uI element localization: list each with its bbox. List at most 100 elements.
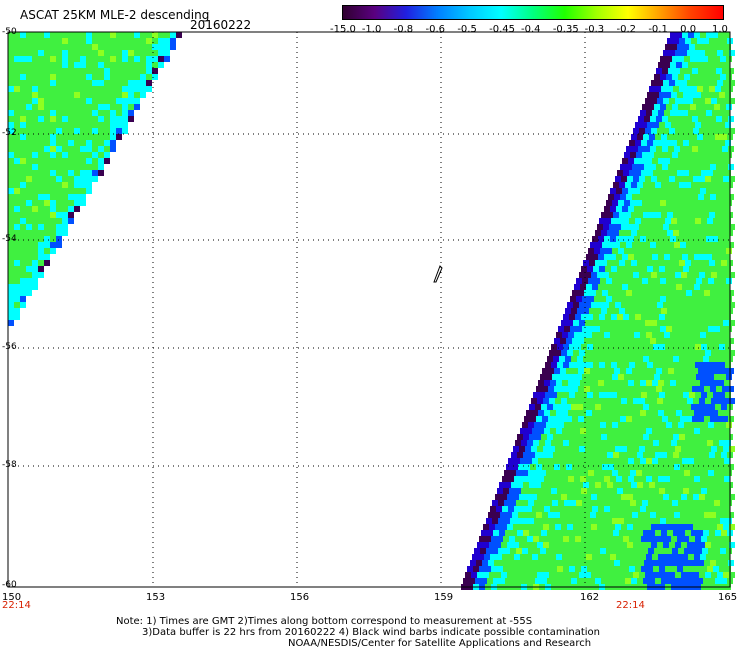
wind-cell xyxy=(625,452,631,458)
wind-cell xyxy=(622,506,628,512)
wind-cell xyxy=(14,314,20,320)
wind-cell xyxy=(652,476,658,482)
wind-cell xyxy=(484,554,490,560)
wind-cell xyxy=(80,38,86,44)
wind-cell xyxy=(50,62,56,68)
wind-cell xyxy=(704,242,710,248)
wind-cell xyxy=(672,200,678,206)
wind-cell xyxy=(522,500,528,506)
wind-cell xyxy=(672,278,678,284)
wind-cell xyxy=(554,512,560,518)
wind-cell xyxy=(703,86,709,92)
wind-cell xyxy=(627,572,633,578)
wind-cell xyxy=(721,86,727,92)
wind-cell xyxy=(158,62,164,68)
wind-cell xyxy=(507,524,513,530)
wind-cell xyxy=(501,542,507,548)
wind-cell xyxy=(691,86,697,92)
wind-cell xyxy=(701,488,707,494)
wind-cell xyxy=(604,458,610,464)
wind-cell xyxy=(656,68,662,74)
wind-cell xyxy=(616,458,622,464)
wind-cell xyxy=(698,560,704,566)
wind-cell xyxy=(615,398,621,404)
wind-cell xyxy=(648,278,654,284)
wind-cell xyxy=(599,314,605,320)
wind-cell xyxy=(697,530,703,536)
wind-cell xyxy=(561,542,567,548)
wind-cell xyxy=(729,542,735,548)
wind-cell xyxy=(514,554,520,560)
wind-cell xyxy=(565,452,571,458)
wind-cell xyxy=(640,476,646,482)
wind-cell xyxy=(26,134,32,140)
wind-cell xyxy=(486,548,492,554)
wind-cell xyxy=(669,542,675,548)
wind-cell xyxy=(655,86,661,92)
wind-cell xyxy=(714,56,720,62)
wind-cell xyxy=(503,566,509,572)
wind-cell xyxy=(621,446,627,452)
wind-cell xyxy=(657,80,663,86)
wind-cell xyxy=(659,392,665,398)
wind-cell xyxy=(711,446,717,452)
wind-cell xyxy=(671,44,677,50)
wind-cell xyxy=(728,146,734,152)
wind-cell xyxy=(647,344,653,350)
wind-cell xyxy=(50,146,56,152)
wind-cell xyxy=(509,566,515,572)
wind-cell xyxy=(523,452,529,458)
wind-cell xyxy=(575,536,581,542)
wind-cell xyxy=(38,62,44,68)
wind-cell xyxy=(670,188,676,194)
wind-cell xyxy=(714,104,720,110)
wind-cell xyxy=(681,542,687,548)
wind-cell xyxy=(635,266,641,272)
wind-cell xyxy=(74,182,80,188)
wind-cell xyxy=(616,476,622,482)
wind-cell xyxy=(675,98,681,104)
wind-cell xyxy=(592,332,598,338)
wind-cell xyxy=(540,470,546,476)
wind-cell xyxy=(627,398,633,404)
wind-cell xyxy=(567,446,573,452)
wind-cell xyxy=(682,236,688,242)
wind-cell xyxy=(722,242,728,248)
wind-cell xyxy=(68,164,74,170)
wind-cell xyxy=(20,302,26,308)
wind-cell xyxy=(38,248,44,254)
wind-cell xyxy=(538,428,544,434)
wind-cell xyxy=(724,32,730,38)
wind-cell xyxy=(677,344,683,350)
wind-cell xyxy=(122,44,128,50)
wind-cell xyxy=(717,224,723,230)
wind-cell xyxy=(577,530,583,536)
wind-cell xyxy=(504,518,510,524)
wind-cell xyxy=(44,254,50,260)
wind-cell xyxy=(602,386,608,392)
wind-cell xyxy=(576,500,582,506)
wind-cell xyxy=(631,404,637,410)
wind-cell xyxy=(688,458,694,464)
wind-cell xyxy=(649,86,655,92)
wind-cell xyxy=(703,230,709,236)
wind-cell xyxy=(717,524,723,530)
wind-cell xyxy=(634,254,640,260)
wind-cell xyxy=(152,50,158,56)
wind-cell xyxy=(661,404,667,410)
wind-cell xyxy=(705,224,711,230)
wind-cell xyxy=(651,80,657,86)
wind-cell xyxy=(701,44,707,50)
wind-cell xyxy=(652,554,658,560)
wind-cell xyxy=(694,332,700,338)
wind-cell xyxy=(146,68,152,74)
wind-cell xyxy=(548,368,554,374)
wind-cell xyxy=(646,506,652,512)
wind-cell xyxy=(606,500,612,506)
wind-cell xyxy=(632,512,638,518)
wind-cell xyxy=(50,116,56,122)
wind-cell xyxy=(724,188,730,194)
wind-cell xyxy=(647,566,653,572)
wind-cell xyxy=(713,362,719,368)
